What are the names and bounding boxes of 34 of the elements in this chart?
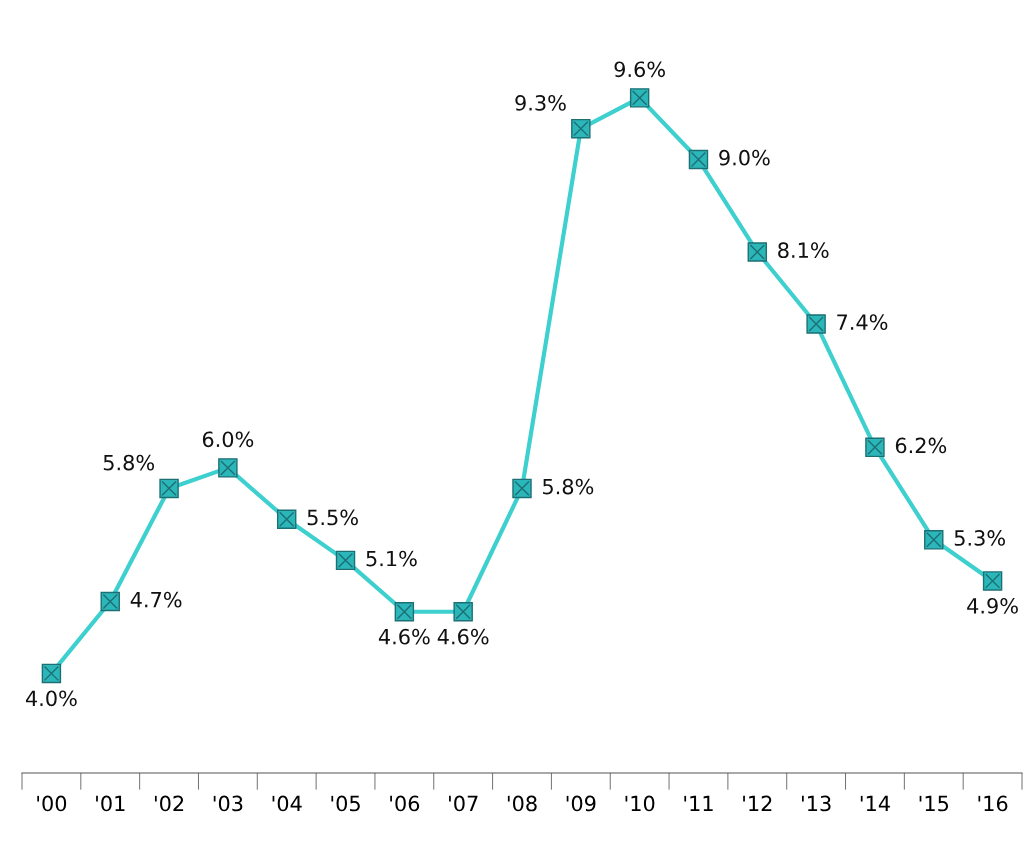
x-tick-label: '07 [449,795,478,812]
x-tick-label: '15 [919,795,949,812]
x-tick-label: '09 [566,795,596,812]
data-label: 6.2% [895,437,947,454]
x-tick-label: '02 [154,795,184,812]
data-label: 4.9% [967,597,1018,614]
x-tick-label: '13 [802,795,831,812]
x-tick-label: '11 [684,795,713,812]
data-label: 5.8% [543,478,594,495]
data-label: 4.6% [437,628,489,645]
x-tick-label: '05 [331,795,360,812]
x-tick-label: '04 [272,795,302,812]
x-tick-label: '08 [507,795,537,812]
data-label: 5.1% [366,550,417,567]
data-label: 4.0% [25,690,77,707]
x-tick-label: '06 [390,795,420,812]
x-tick-label: '00 [37,795,67,812]
data-label: 6.0% [202,431,254,448]
data-label: 9.3% [515,95,566,111]
x-tick-label: '10 [625,795,655,812]
data-label: 4.6% [378,628,430,645]
x-tick-label: '12 [743,795,772,812]
data-label: 8.1% [778,242,829,259]
data-label: 5.5% [307,509,358,526]
data-label: 9.6% [614,61,665,78]
x-tick-label: '01 [96,795,125,812]
data-label: 5.8% [103,454,155,471]
data-label: 5.3% [954,530,1005,546]
data-label: 4.7% [130,591,182,608]
x-tick-label: '16 [978,795,1008,812]
data-label: 9.0% [719,149,770,166]
x-tick-label: '14 [860,795,890,812]
data-label: 7.4% [837,314,888,331]
x-tick-label: '03 [213,795,243,812]
